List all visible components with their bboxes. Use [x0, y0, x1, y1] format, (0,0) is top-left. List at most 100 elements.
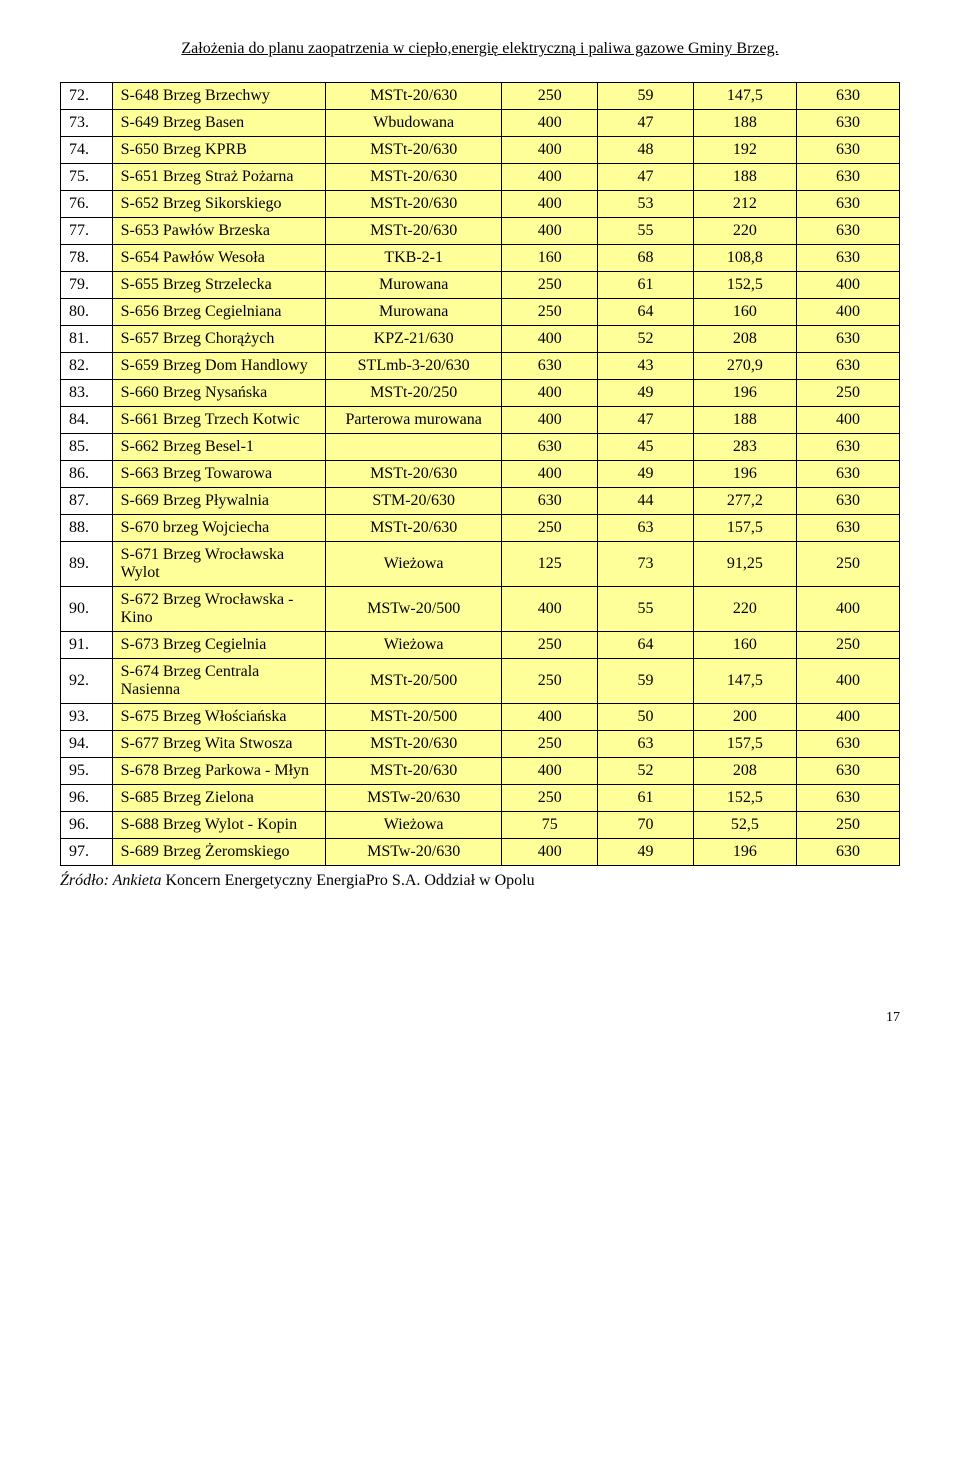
val-2: 47 [598, 110, 694, 137]
val-1: 630 [502, 434, 598, 461]
row-number: 76. [61, 191, 113, 218]
station-name: S-672 Brzeg Wrocławska - Kino [112, 587, 325, 632]
val-3: 208 [693, 758, 796, 785]
val-4: 630 [796, 434, 899, 461]
val-4: 630 [796, 191, 899, 218]
station-name: S-652 Brzeg Sikorskiego [112, 191, 325, 218]
val-2: 55 [598, 587, 694, 632]
row-number: 96. [61, 785, 113, 812]
val-4: 630 [796, 218, 899, 245]
val-2: 45 [598, 434, 694, 461]
val-4: 250 [796, 632, 899, 659]
row-number: 83. [61, 380, 113, 407]
station-name: S-670 brzeg Wojciecha [112, 515, 325, 542]
row-number: 84. [61, 407, 113, 434]
val-1: 250 [502, 83, 598, 110]
station-name: S-648 Brzeg Brzechwy [112, 83, 325, 110]
station-type: TKB-2-1 [325, 245, 502, 272]
station-type: MSTt-20/630 [325, 83, 502, 110]
val-4: 250 [796, 380, 899, 407]
val-2: 64 [598, 632, 694, 659]
val-2: 49 [598, 380, 694, 407]
val-2: 61 [598, 785, 694, 812]
val-2: 61 [598, 272, 694, 299]
val-2: 53 [598, 191, 694, 218]
row-number: 74. [61, 137, 113, 164]
station-type [325, 434, 502, 461]
station-type: MSTt-20/500 [325, 704, 502, 731]
val-1: 250 [502, 632, 598, 659]
val-3: 147,5 [693, 83, 796, 110]
station-name: S-663 Brzeg Towarowa [112, 461, 325, 488]
row-number: 93. [61, 704, 113, 731]
document-header: Założenia do planu zaopatrzenia w ciepło… [60, 40, 900, 58]
row-number: 88. [61, 515, 113, 542]
station-type: MSTt-20/500 [325, 659, 502, 704]
val-1: 400 [502, 110, 598, 137]
table-row: 74.S-650 Brzeg KPRBMSTt-20/6304004819263… [61, 137, 900, 164]
val-1: 250 [502, 272, 598, 299]
table-row: 78.S-654 Pawłów WesołaTKB-2-116068108,86… [61, 245, 900, 272]
val-2: 63 [598, 731, 694, 758]
val-2: 64 [598, 299, 694, 326]
val-3: 196 [693, 461, 796, 488]
table-row: 93.S-675 Brzeg WłościańskaMSTt-20/500400… [61, 704, 900, 731]
val-2: 52 [598, 326, 694, 353]
table-row: 73.S-649 Brzeg BasenWbudowana40047188630 [61, 110, 900, 137]
val-3: 283 [693, 434, 796, 461]
table-row: 94.S-677 Brzeg Wita StwoszaMSTt-20/63025… [61, 731, 900, 758]
val-4: 400 [796, 587, 899, 632]
row-number: 92. [61, 659, 113, 704]
table-row: 90.S-672 Brzeg Wrocławska - KinoMSTw-20/… [61, 587, 900, 632]
val-4: 630 [796, 515, 899, 542]
station-name: S-678 Brzeg Parkowa - Młyn [112, 758, 325, 785]
row-number: 90. [61, 587, 113, 632]
val-3: 220 [693, 587, 796, 632]
station-type: Murowana [325, 299, 502, 326]
table-row: 80.S-656 Brzeg CegielnianaMurowana250641… [61, 299, 900, 326]
val-2: 43 [598, 353, 694, 380]
table-row: 81.S-657 Brzeg ChorążychKPZ-21/630400522… [61, 326, 900, 353]
station-name: S-655 Brzeg Strzelecka [112, 272, 325, 299]
val-2: 68 [598, 245, 694, 272]
val-3: 188 [693, 110, 796, 137]
val-2: 52 [598, 758, 694, 785]
station-type: MSTt-20/630 [325, 461, 502, 488]
station-name: S-677 Brzeg Wita Stwosza [112, 731, 325, 758]
row-number: 97. [61, 839, 113, 866]
station-type: Parterowa murowana [325, 407, 502, 434]
val-2: 50 [598, 704, 694, 731]
table-row: 82.S-659 Brzeg Dom HandlowySTLmb-3-20/63… [61, 353, 900, 380]
val-3: 160 [693, 632, 796, 659]
val-2: 59 [598, 659, 694, 704]
val-1: 400 [502, 326, 598, 353]
data-table: 72.S-648 Brzeg BrzechwyMSTt-20/630250591… [60, 82, 900, 866]
station-name: S-685 Brzeg Zielona [112, 785, 325, 812]
source-line: Źródło: Ankieta Koncern Energetyczny Ene… [60, 872, 900, 890]
station-type: MSTt-20/630 [325, 137, 502, 164]
station-type: MSTt-20/630 [325, 164, 502, 191]
val-4: 400 [796, 407, 899, 434]
val-4: 630 [796, 731, 899, 758]
val-4: 250 [796, 812, 899, 839]
station-type: MSTt-20/630 [325, 758, 502, 785]
val-2: 59 [598, 83, 694, 110]
station-type: Murowana [325, 272, 502, 299]
table-row: 87.S-669 Brzeg PływalniaSTM-20/630630442… [61, 488, 900, 515]
row-number: 96. [61, 812, 113, 839]
val-4: 630 [796, 353, 899, 380]
station-name: S-653 Pawłów Brzeska [112, 218, 325, 245]
table-row: 96.S-688 Brzeg Wylot - KopinWieżowa75705… [61, 812, 900, 839]
station-name: S-688 Brzeg Wylot - Kopin [112, 812, 325, 839]
station-name: S-661 Brzeg Trzech Kotwic [112, 407, 325, 434]
val-3: 157,5 [693, 731, 796, 758]
val-1: 630 [502, 353, 598, 380]
val-3: 192 [693, 137, 796, 164]
table-row: 97.S-689 Brzeg ŻeromskiegoMSTw-20/630400… [61, 839, 900, 866]
station-name: S-659 Brzeg Dom Handlowy [112, 353, 325, 380]
station-type: STLmb-3-20/630 [325, 353, 502, 380]
table-row: 91.S-673 Brzeg CegielniaWieżowa250641602… [61, 632, 900, 659]
val-1: 75 [502, 812, 598, 839]
val-3: 152,5 [693, 272, 796, 299]
val-4: 400 [796, 659, 899, 704]
